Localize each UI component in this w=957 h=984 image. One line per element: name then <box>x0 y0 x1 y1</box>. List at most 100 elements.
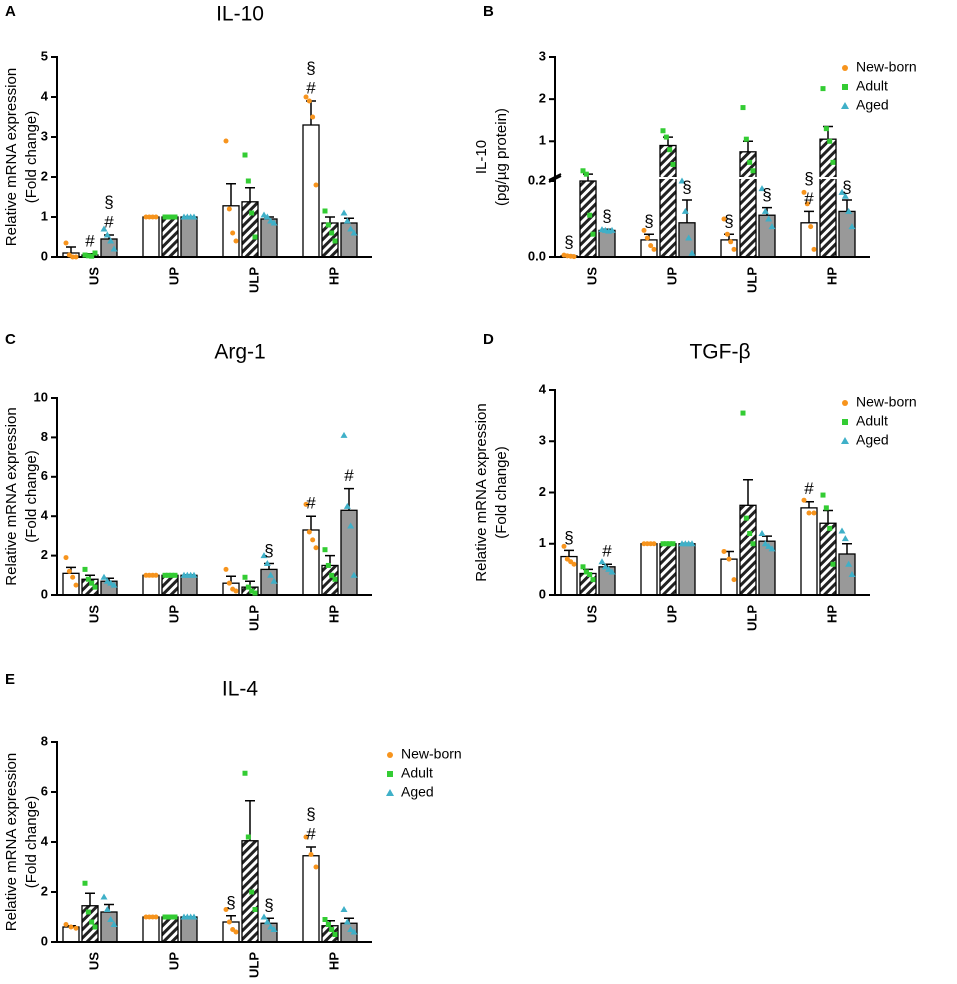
data-point <box>92 584 98 590</box>
data-point <box>651 246 657 252</box>
data-point <box>233 588 239 594</box>
y-axis-label: (Fold change) <box>23 796 40 889</box>
data-point <box>678 177 686 184</box>
data-point <box>724 231 730 237</box>
data-point <box>223 138 229 144</box>
data-point <box>608 568 616 575</box>
legend-label: Adult <box>856 78 888 94</box>
data-point <box>303 501 309 507</box>
y-tick-label: 5 <box>41 48 48 63</box>
x-tick-label: ULP <box>246 267 261 293</box>
data-point <box>245 178 251 184</box>
y-tick-label: 0 <box>41 586 48 601</box>
data-point <box>172 914 178 920</box>
data-point <box>190 213 198 220</box>
data-point <box>571 254 577 260</box>
data-point <box>583 569 589 575</box>
data-point <box>107 579 115 586</box>
data-point <box>153 214 159 220</box>
data-point <box>830 561 836 567</box>
chart-title: IL-4 <box>222 678 259 701</box>
data-point <box>801 189 807 195</box>
y-tick-label: 4 <box>41 833 49 848</box>
bar <box>340 509 358 596</box>
data-point <box>165 572 171 578</box>
data-point <box>325 562 331 568</box>
y-tick-label: 1 <box>539 535 546 550</box>
annotation: § <box>762 185 771 204</box>
data-point <box>110 921 118 927</box>
data-point <box>242 574 248 580</box>
data-point <box>260 552 268 559</box>
data-point <box>726 556 732 562</box>
data-point <box>670 161 676 167</box>
data-point <box>226 919 232 925</box>
data-point <box>731 246 737 252</box>
legend-label: Aged <box>856 97 889 113</box>
x-tick-label: HP <box>824 267 839 285</box>
y-tick-label: 2 <box>41 168 48 183</box>
data-point <box>343 502 351 509</box>
error-bar <box>743 140 753 152</box>
data-point <box>750 541 756 547</box>
x-tick-label: US <box>86 605 101 623</box>
data-point <box>270 926 278 932</box>
data-point <box>838 188 846 195</box>
y-tick-label: 8 <box>41 733 48 748</box>
data-point <box>249 588 255 594</box>
data-point <box>263 559 271 566</box>
error-bar <box>66 246 76 253</box>
data-point <box>761 540 769 547</box>
data-point <box>270 219 278 226</box>
data-point <box>249 889 255 895</box>
data-point <box>845 207 853 214</box>
data-point <box>765 542 773 549</box>
data-point <box>153 572 159 578</box>
panel-label: C <box>5 331 16 348</box>
data-point <box>267 571 275 578</box>
y-axis-label: IL-10 <box>473 140 490 174</box>
bar <box>142 216 160 258</box>
data-point <box>85 576 91 582</box>
y-tick-label: 4 <box>41 508 49 523</box>
bar <box>678 543 696 596</box>
error-bar <box>245 187 255 202</box>
data-point <box>223 566 229 572</box>
bar <box>161 916 179 943</box>
data-point <box>252 590 258 596</box>
data-point <box>587 572 593 577</box>
y-tick-label: 2 <box>539 484 546 499</box>
panel-label: D <box>483 331 494 348</box>
error-bar <box>842 543 852 554</box>
data-point <box>313 545 319 551</box>
x-tick-label: UP <box>166 605 181 623</box>
data-point <box>82 880 88 886</box>
y-tick-label: 4 <box>41 88 49 103</box>
legend-label: Aged <box>856 432 889 448</box>
y-axis-label: Relative mRNA expression <box>473 403 490 581</box>
legend-marker <box>387 771 393 777</box>
data-point <box>85 909 91 915</box>
data-point <box>765 215 773 222</box>
y-tick-label: 0.0 <box>528 248 546 263</box>
data-point <box>165 914 171 920</box>
x-tick-label: UP <box>664 267 679 285</box>
data-point <box>110 245 118 252</box>
y-tick-label: 2 <box>41 547 48 562</box>
data-point <box>73 925 79 931</box>
data-point <box>811 510 817 516</box>
x-tick-label: HP <box>326 952 341 970</box>
data-point <box>242 770 248 776</box>
y-tick-label: 2 <box>539 91 546 106</box>
data-point <box>260 913 268 920</box>
data-point <box>823 505 829 511</box>
data-point <box>172 572 178 578</box>
data-point <box>107 916 115 922</box>
data-point <box>571 561 577 567</box>
annotation: § <box>306 804 315 823</box>
y-axis-label: Relative mRNA expression <box>3 407 20 585</box>
data-point <box>332 238 338 244</box>
data-point <box>89 919 95 925</box>
data-point <box>667 147 673 153</box>
